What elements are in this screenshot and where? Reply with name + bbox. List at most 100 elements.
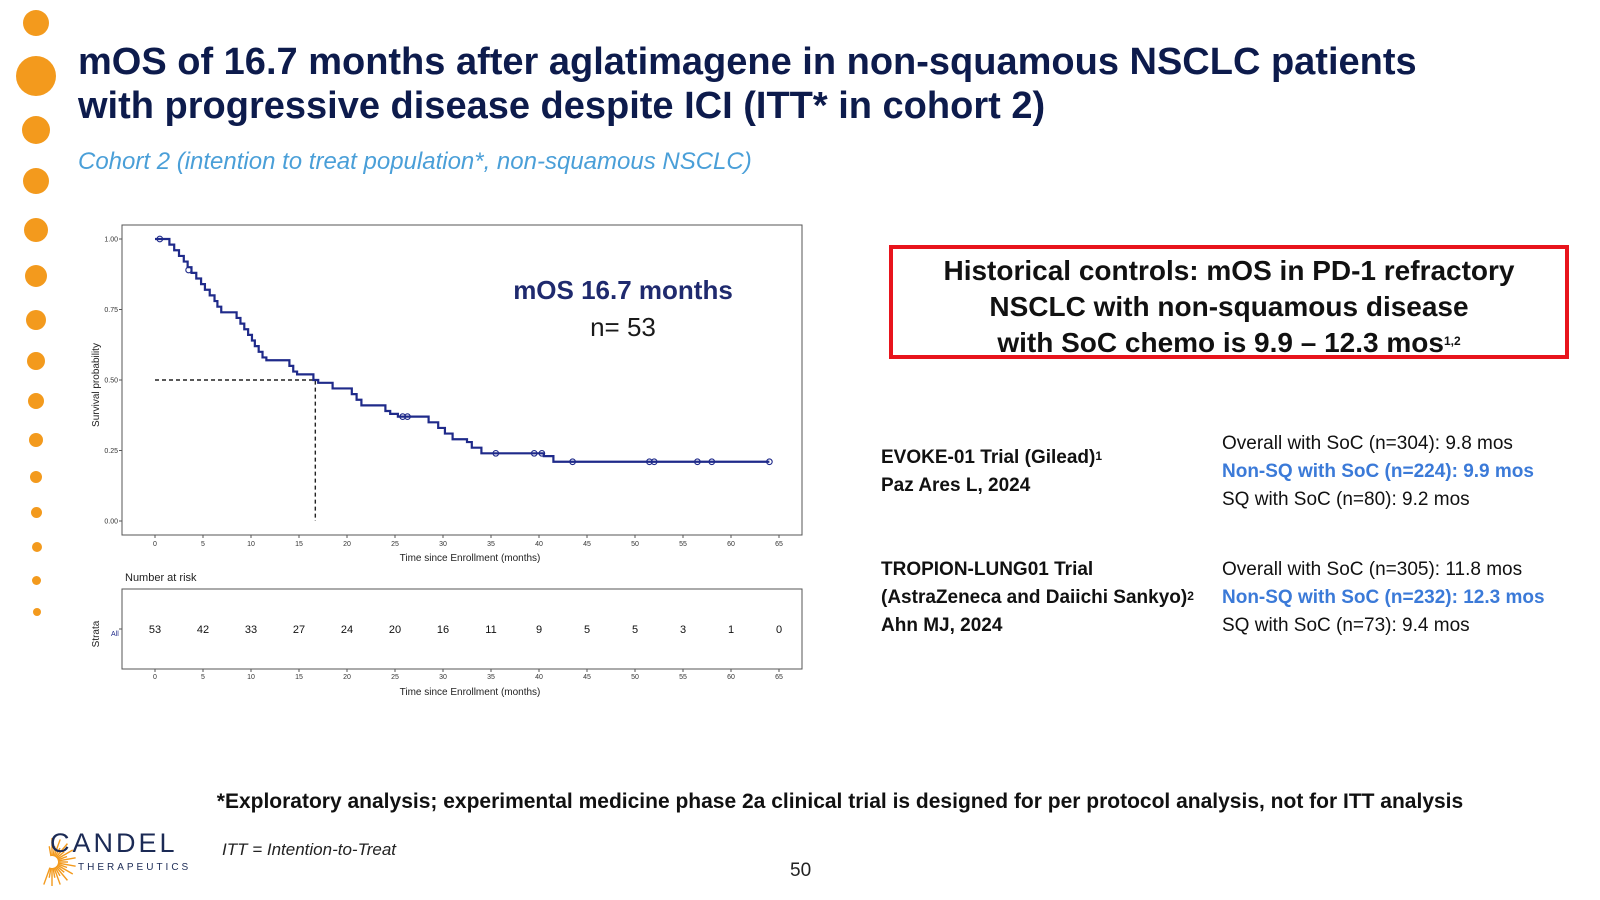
censor-mark (569, 458, 576, 466)
trial-result-highlight: Non-SQ with SoC (n=224): 9.9 mos (1222, 461, 1534, 482)
trial-superscript: 2 (1187, 589, 1194, 603)
sunburst-ray (57, 855, 68, 861)
sunburst-ray (48, 846, 52, 857)
sunburst-ray (57, 857, 76, 862)
risk-count: 5 (632, 624, 638, 636)
footnote: *Exploratory analysis; experimental medi… (216, 790, 1464, 813)
trial-result: SQ with SoC (n=80): 9.2 mos (1222, 489, 1470, 510)
sunburst-ray (52, 846, 56, 857)
censor-mark (766, 458, 773, 466)
risk-x-tick-label: 50 (631, 674, 639, 681)
candel-logo: CANDEL THERAPEUTICS (26, 822, 198, 890)
sunburst-ray (56, 865, 65, 873)
risk-count: 33 (245, 624, 257, 636)
sunburst-ray (48, 867, 52, 878)
risk-count: 11 (485, 624, 496, 636)
x-tick-label: 55 (679, 541, 687, 548)
trial-tropion-name: TROPION-LUNG01 Trial (AstraZeneca and Da… (881, 556, 1194, 640)
risk-x-tick-label: 20 (343, 674, 351, 681)
sunburst-ray (55, 843, 68, 858)
sunburst-ray (53, 839, 61, 857)
trial-name-line: EVOKE-01 Trial (Gilead) (881, 447, 1096, 468)
chart-annotation-mos: mOS 16.7 months (513, 275, 733, 305)
sunburst-ray (57, 863, 68, 869)
page-title-line: with progressive disease despite ICI (IT… (78, 85, 1046, 127)
risk-count: 20 (389, 624, 401, 636)
x-tick-label: 50 (631, 541, 639, 548)
historical-line-text: with SoC chemo is 9.9 – 12.3 mos (997, 327, 1444, 358)
risk-x-tick-label: 45 (583, 674, 591, 681)
sunburst-ray (52, 867, 56, 878)
page-title: mOS of 16.7 months after aglatimagene in… (78, 40, 1558, 128)
x-tick-label: 60 (727, 541, 735, 548)
trial-name-line: Ahn MJ, 2024 (881, 615, 1003, 636)
risk-table-frame (121, 588, 803, 670)
risk-x-tick-label: 40 (535, 674, 543, 681)
sunburst-icon (43, 838, 76, 886)
sunburst-ray (55, 866, 68, 881)
risk-x-tick-label: 0 (153, 674, 157, 681)
trial-name-line: TROPION-LUNG01 Trial (881, 559, 1094, 580)
trial-superscript: 1 (1095, 449, 1103, 463)
trial-result-highlight: Non-SQ with SoC (n=232): 12.3 mos (1222, 587, 1545, 608)
trial-result: Overall with SoC (n=304): 9.8 mos (1222, 433, 1513, 454)
x-tick-label: 25 (391, 541, 399, 548)
risk-x-tick-label: 5 (201, 674, 205, 681)
risk-count: 53 (149, 624, 161, 636)
historical-line: Historical controls: mOS in PD-1 refract… (943, 255, 1515, 286)
x-tick-label: 65 (775, 541, 783, 548)
decorative-dot (29, 433, 43, 447)
risk-x-tick-label: 55 (679, 674, 687, 681)
risk-count: 9 (536, 624, 542, 636)
logo-wordmark: CANDEL (50, 828, 178, 858)
itt-note: ITT = Intention-to-Treat (222, 840, 397, 859)
risk-x-tick-label: 60 (727, 674, 735, 681)
trial-result: Overall with SoC (n=305): 11.8 mos (1222, 559, 1523, 580)
risk-count: 27 (293, 624, 305, 636)
censor-mark (694, 458, 701, 466)
decorative-dot (28, 393, 44, 409)
decorative-dot (23, 168, 49, 194)
censor-mark (650, 458, 658, 466)
decorative-dot (16, 56, 56, 96)
censor-mark (708, 458, 716, 466)
historical-superscript: 1,2 (1443, 334, 1461, 348)
chart-annotation-n: n= 53 (590, 312, 656, 342)
y-tick-label: 1.00 (104, 237, 118, 244)
decorative-dot (24, 218, 48, 242)
risk-x-tick-label: 65 (775, 674, 783, 681)
trial-name-line: Paz Ares L, 2024 (881, 475, 1031, 496)
historical-line: NSCLC with non-squamous disease (989, 291, 1469, 322)
page-title-line: mOS of 16.7 months after aglatimagene in… (78, 41, 1417, 83)
x-tick-label: 35 (487, 541, 495, 548)
decorative-dot (25, 265, 47, 287)
risk-x-tick-label: 15 (295, 674, 303, 681)
logo-subtitle: THERAPEUTICS (78, 862, 192, 873)
median-reference-line (155, 379, 317, 521)
y-tick-label: 0.50 (104, 378, 118, 385)
risk-count: 42 (197, 624, 209, 636)
trial-name-line: (AstraZeneca and Daiichi Sankyo) (881, 587, 1188, 608)
y-tick-label: 0.75 (104, 307, 118, 314)
risk-count: 5 (584, 624, 590, 636)
y-tick-label: 0.00 (104, 519, 118, 526)
risk-count: 16 (437, 624, 449, 636)
decorative-dot (33, 608, 41, 616)
trial-result: SQ with SoC (n=73): 9.4 mos (1222, 615, 1470, 636)
page-subtitle: Cohort 2 (intention to treat population*… (78, 148, 752, 175)
x-tick-label: 0 (153, 541, 157, 548)
trial-tropion-results: Overall with SoC (n=305): 11.8 mos Non-S… (1222, 556, 1545, 640)
y-tick-label: 0.25 (104, 448, 118, 455)
risk-x-tick-label: 30 (439, 674, 447, 681)
decorative-dot (32, 576, 41, 585)
censor-mark (492, 449, 500, 457)
sunburst-ray (56, 851, 65, 859)
risk-table-title: Number at risk (125, 572, 197, 584)
decorative-dot (31, 507, 42, 518)
sunburst-ray (54, 847, 61, 858)
censor-mark (185, 266, 192, 274)
sunburst-ray (56, 849, 74, 860)
y-axis-label: Survival probability (91, 343, 102, 427)
risk-x-tick-label: 35 (487, 674, 495, 681)
